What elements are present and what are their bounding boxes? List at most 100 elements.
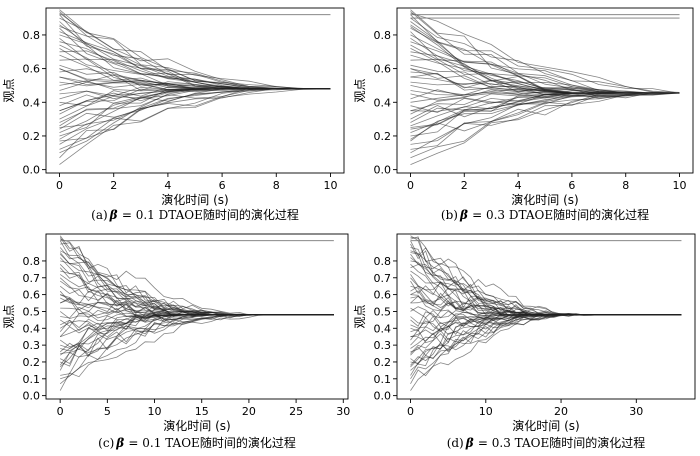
series-line <box>59 253 334 316</box>
series-line <box>410 314 682 349</box>
series-line <box>410 17 680 94</box>
series-line <box>410 260 682 316</box>
y-tick-label: 0.0 <box>374 164 392 177</box>
x-axis-label: 演化时间 (s) <box>161 192 228 207</box>
y-tick-label: 0.4 <box>374 96 392 109</box>
series-line <box>410 92 680 145</box>
plot-frame <box>45 7 345 174</box>
series-line <box>59 26 331 90</box>
y-axis-label: 观点 <box>353 304 367 328</box>
x-tick-label: 5 <box>104 405 111 418</box>
x-tick-label: 10 <box>148 405 162 418</box>
series-line <box>60 242 334 316</box>
y-tick-label: 0.2 <box>23 356 41 369</box>
y-tick-label: 0.7 <box>23 272 41 285</box>
y-tick-label: 0.6 <box>23 63 41 76</box>
plot-frame <box>396 233 696 400</box>
x-tick-label: 20 <box>554 405 568 418</box>
panel-caption: (b) β = 0.3 DTAOE随时间的演化过程 <box>441 207 649 222</box>
x-tick-label: 0 <box>407 179 414 192</box>
y-tick-label: 0.6 <box>23 289 41 302</box>
series-line <box>60 313 334 367</box>
y-tick-label: 0.8 <box>23 29 41 42</box>
series-line <box>59 88 331 165</box>
series-line <box>59 9 331 90</box>
x-axis-label: 演化时间 (s) <box>163 418 230 433</box>
x-tick-label: 10 <box>479 405 493 418</box>
series-line <box>59 88 331 128</box>
x-axis-label: 演化时间 (s) <box>512 418 579 433</box>
x-tick-label: 4 <box>164 179 171 192</box>
y-axis-label: 观点 <box>353 78 367 102</box>
series-group <box>410 235 682 391</box>
y-tick-label: 0.6 <box>374 289 392 302</box>
x-tick-label: 6 <box>219 179 226 192</box>
series-line <box>410 237 682 316</box>
y-tick-label: 0.4 <box>23 322 41 335</box>
x-tick-label: 10 <box>323 179 337 192</box>
series-line <box>410 92 680 113</box>
y-tick-label: 0.4 <box>23 96 41 109</box>
y-tick-label: 0.8 <box>374 29 392 42</box>
plot-frame <box>45 233 349 400</box>
panel-caption: (c) β = 0.1 TAOE随时间的演化过程 <box>98 435 296 450</box>
x-tick-label: 0 <box>57 405 64 418</box>
series-group <box>59 235 334 391</box>
chart-panel-b: 0 2 4 6 8 10 0.0 0.2 0.4 0.6 0.8 演化时间 (s) 观点 (b) β = 0… <box>353 7 694 222</box>
x-tick-label: 15 <box>195 405 209 418</box>
series-line <box>60 250 334 316</box>
series-line <box>410 24 680 94</box>
series-line <box>410 89 680 100</box>
series-line <box>410 277 682 316</box>
series-line <box>410 314 682 365</box>
y-tick-label: 0.2 <box>23 130 41 143</box>
y-tick-label: 0.2 <box>374 356 392 369</box>
chart-panel-c: 0 5 10 15 20 25 30 0.0 0.1 0.2 0.3 0.4 0.5 0.6 0.7 0.8 演… <box>2 233 350 450</box>
series-line <box>59 252 334 316</box>
y-tick-label: 0.0 <box>23 390 41 403</box>
y-tick-label: 0.7 <box>374 272 392 285</box>
x-tick-label: 6 <box>568 179 575 192</box>
x-tick-label: 0 <box>407 405 414 418</box>
y-tick-label: 0.1 <box>374 373 392 386</box>
y-tick-label: 0.0 <box>374 390 392 403</box>
series-line <box>410 314 682 364</box>
series-line <box>410 257 682 316</box>
panel-caption: (d) β = 0.3 TAOE随时间的演化过程 <box>447 435 646 450</box>
y-tick-label: 0.8 <box>23 255 41 268</box>
y-axis-label: 观点 <box>2 78 16 102</box>
x-tick-label: 8 <box>622 179 629 192</box>
y-tick-label: 0.6 <box>374 63 392 76</box>
x-tick-label: 2 <box>110 179 117 192</box>
x-tick-label: 10 <box>673 179 687 192</box>
x-tick-label: 30 <box>629 405 643 418</box>
series-line <box>59 314 334 385</box>
y-axis-label: 观点 <box>2 304 16 328</box>
x-axis-label: 演化时间 (s) <box>511 192 578 207</box>
series-group <box>410 9 680 165</box>
y-tick-label: 0.1 <box>23 373 41 386</box>
x-tick-label: 0 <box>56 179 63 192</box>
y-tick-label: 0.3 <box>23 339 41 352</box>
series-line <box>410 313 682 391</box>
x-tick-label: 20 <box>242 405 256 418</box>
plot-frame <box>396 7 694 174</box>
x-tick-label: 4 <box>515 179 522 192</box>
x-tick-label: 2 <box>461 179 468 192</box>
series-line <box>410 314 682 376</box>
series-line <box>410 12 680 94</box>
series-line <box>410 313 682 368</box>
chart-panel-d: 0 10 20 30 0.0 0.1 0.2 0.3 0.4 0.5 0.6 0.7 0.8 演化时间 (… <box>353 233 696 450</box>
x-tick-label: 30 <box>336 405 350 418</box>
y-tick-label: 0.4 <box>374 322 392 335</box>
series-line <box>60 260 334 316</box>
series-line <box>59 88 331 142</box>
y-tick-label: 0.0 <box>23 164 41 177</box>
series-group <box>59 9 331 165</box>
series-line <box>59 14 331 90</box>
y-tick-label: 0.5 <box>23 305 41 318</box>
x-tick-label: 8 <box>273 179 280 192</box>
series-line <box>410 51 680 94</box>
y-tick-label: 0.2 <box>374 130 392 143</box>
